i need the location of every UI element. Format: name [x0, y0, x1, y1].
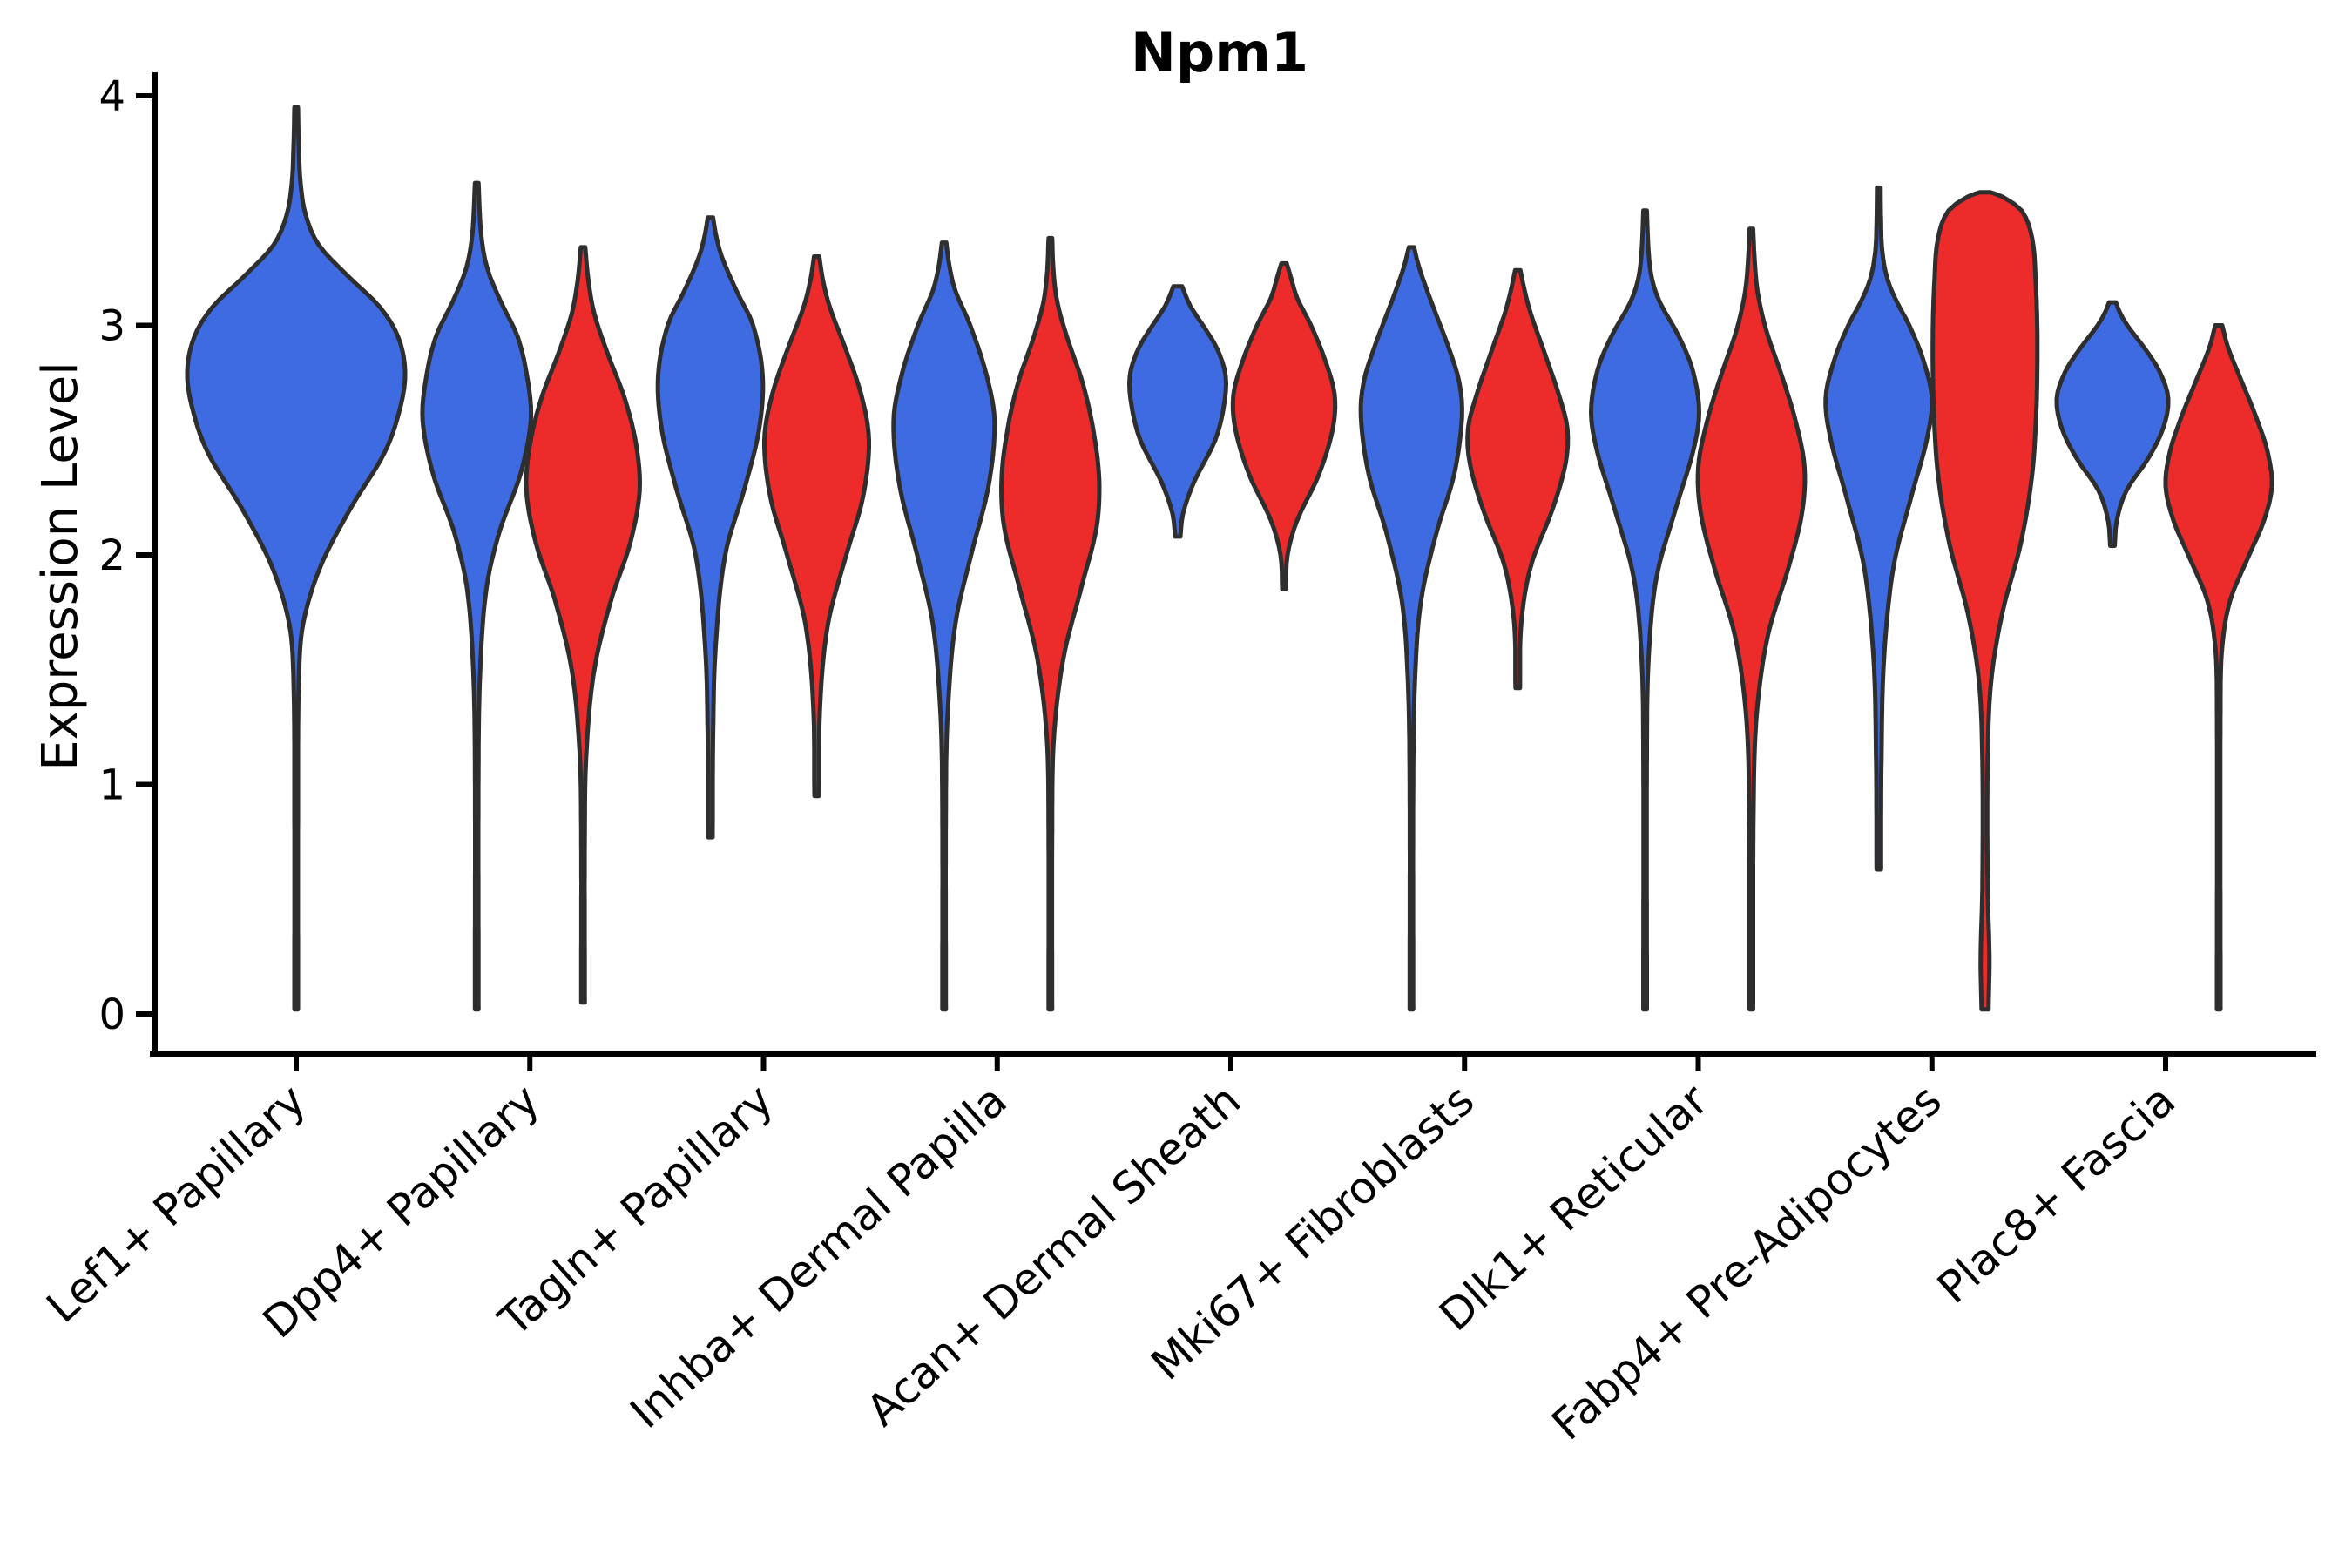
violin-tagln-papillary-red — [762, 254, 871, 799]
y-tick-label: 3 — [98, 302, 125, 351]
y-tick-label: 0 — [98, 990, 125, 1039]
violin-plac8-fascia-red — [2163, 323, 2274, 1012]
y-tick-label: 1 — [98, 761, 125, 810]
violin-dlk1-reticular-red — [1695, 226, 1808, 1012]
violin-dlk1-reticular-blue — [1589, 208, 1701, 1012]
violin-inhba-dermal-papilla-blue — [891, 240, 997, 1012]
violin-plac8-fascia-blue — [2054, 300, 2171, 548]
violin-mki67-fibroblasts-blue — [1358, 245, 1464, 1012]
violin-acan-dermal-sheath-blue — [1127, 284, 1228, 539]
y-axis-label: Expression Level — [32, 362, 89, 771]
violins-layer — [185, 105, 2274, 1012]
violin-fabp4-pre-adipocytes-blue — [1823, 185, 1935, 872]
violin-mki67-fibroblasts-red — [1465, 267, 1571, 691]
violin-tagln-papillary-blue — [655, 215, 766, 840]
violin-fabp4-pre-adipocytes-red — [1930, 190, 2040, 1012]
y-tick-label: 2 — [98, 531, 125, 580]
violin-dpp4-papillary-blue — [420, 180, 534, 1012]
violin-acan-dermal-sheath-red — [1230, 260, 1338, 591]
violin-inhba-dermal-papilla-red — [999, 235, 1102, 1012]
violin-dpp4-papillary-red — [524, 245, 642, 1005]
violin-lef1-papillary-blue — [185, 105, 408, 1012]
y-tick-label: 4 — [98, 72, 125, 121]
chart-title: Npm1 — [1131, 21, 1308, 84]
